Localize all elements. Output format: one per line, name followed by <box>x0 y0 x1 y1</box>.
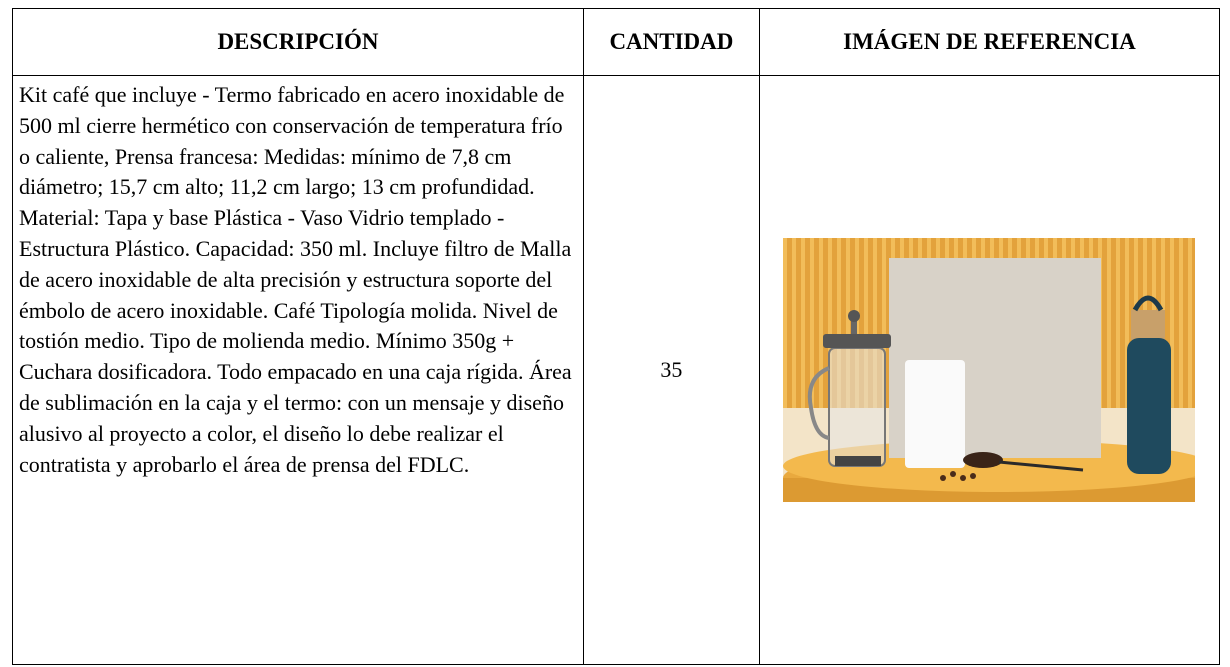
quantity-cell: 35 <box>582 75 760 665</box>
image-cell <box>758 75 1221 665</box>
description-cell: Kit café que incluye - Termo fabricado e… <box>12 75 584 665</box>
product-image <box>783 238 1196 502</box>
item-row: Kit café que incluye - Termo fabricado e… <box>12 75 1221 665</box>
header-row: DESCRIPCIÓN CANTIDAD IMÁGEN DE REFERENCI… <box>12 8 1221 76</box>
product-table: DESCRIPCIÓN CANTIDAD IMÁGEN DE REFERENCI… <box>12 8 1221 665</box>
header-cell: CANTIDAD <box>582 8 760 76</box>
header-cell: IMÁGEN DE REFERENCIA <box>758 8 1221 76</box>
header-cell: DESCRIPCIÓN <box>12 8 584 76</box>
